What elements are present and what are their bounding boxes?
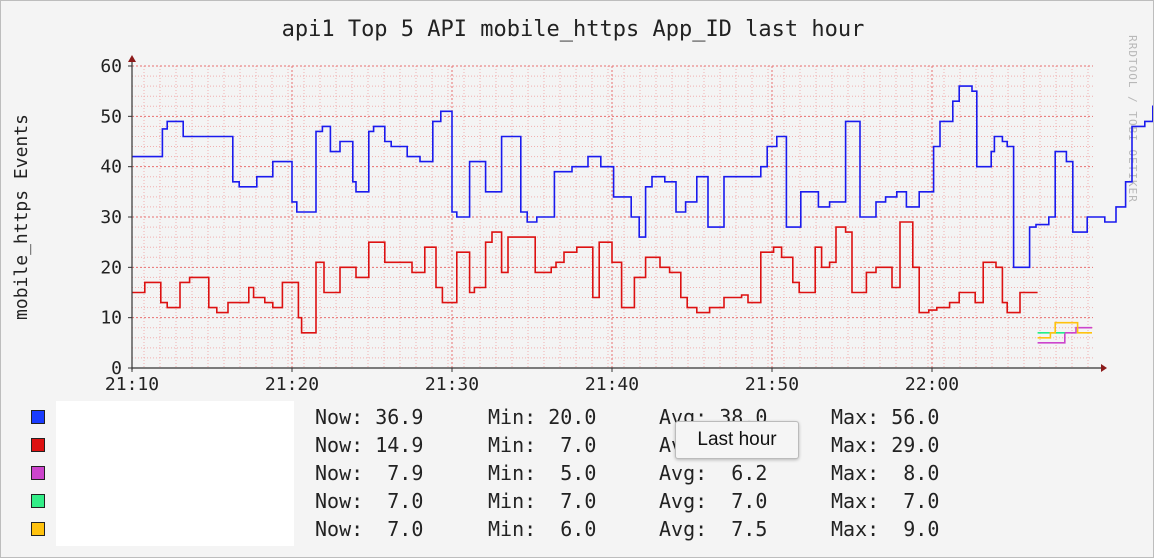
legend-now-value: Now: 7.0 — [315, 517, 424, 541]
legend-now-value: Now: 7.9 — [315, 461, 424, 485]
x-tick-label: 21:50 — [745, 374, 799, 395]
legend-row: Now: 7.0 Min: 6.0 Avg: 7.5 Max: 9.0 — [1, 515, 1101, 543]
legend-max-value: Max: 29.0 — [831, 433, 940, 457]
legend-now-value: Now: 7.0 — [315, 489, 424, 513]
y-tick-label: 60 — [100, 56, 122, 77]
legend-max-value: Max: 8.0 — [831, 461, 940, 485]
legend-max-value: Max: 7.0 — [831, 489, 940, 513]
legend-max-value: Max: 9.0 — [831, 517, 940, 541]
x-tick-label: 21:20 — [265, 374, 319, 395]
series-lines — [132, 85, 1153, 344]
legend-now-value: Now: 14.9 — [315, 433, 424, 457]
y-tick-label: 50 — [100, 106, 122, 127]
legend-swatch — [31, 466, 45, 480]
legend-avg-value: Avg: 7.0 — [659, 489, 768, 513]
x-tick-label: 21:40 — [585, 374, 639, 395]
chart-title: api1 Top 5 API mobile_https App_ID last … — [282, 17, 865, 42]
tooltip-text: Last hour — [697, 429, 777, 450]
legend-min-value: Min: 5.0 — [488, 461, 597, 485]
legend-row: Now: 7.9 Min: 5.0 Avg: 6.2 Max: 8.0 — [1, 459, 1101, 487]
legend-row: Now: 7.0 Min: 7.0 Avg: 7.0 Max: 7.0 — [1, 487, 1101, 515]
legend-swatch — [31, 494, 45, 508]
legend-avg-value: Avg: 6.2 — [659, 461, 768, 485]
series-line-3 — [1037, 326, 1092, 344]
legend-min-value: Min: 6.0 — [488, 517, 597, 541]
watermark: RRDTOOL / TOBI OETIKER — [1126, 35, 1139, 203]
y-tick-label: 20 — [100, 257, 122, 278]
y-tick-label: 10 — [100, 308, 122, 329]
series-line-2 — [132, 221, 1038, 334]
legend-names-redacted — [56, 401, 294, 546]
legend-min-value: Min: 7.0 — [488, 489, 597, 513]
series-line-5 — [1037, 321, 1092, 339]
y-tick-label: 30 — [100, 207, 122, 228]
legend-row: Now: 36.9 Min: 20.0 Avg: 38.0 Max: 56.0 — [1, 403, 1101, 431]
x-axis-arrow — [1101, 364, 1107, 372]
y-tick-label: 40 — [100, 157, 122, 178]
legend-swatch — [31, 410, 45, 424]
legend-min-value: Min: 7.0 — [488, 433, 597, 457]
legend-now-value: Now: 36.9 — [315, 405, 424, 429]
series-line-1 — [132, 85, 1153, 269]
tick-labels: 0 10 20 30 40 50 60 21:10 21:20 21:30 21:40 21:50 22… — [100, 56, 959, 395]
tooltip: Last hour — [675, 421, 799, 459]
legend-swatch — [31, 438, 45, 452]
legend-avg-value: Avg: 7.5 — [659, 517, 768, 541]
x-tick-label: 22:00 — [905, 374, 959, 395]
axes — [128, 55, 1107, 372]
legend-swatch — [31, 522, 45, 536]
y-axis-arrow — [128, 55, 136, 62]
x-tick-label: 21:30 — [425, 374, 479, 395]
legend-max-value: Max: 56.0 — [831, 405, 940, 429]
y-tick-label: 0 — [111, 358, 122, 379]
grid — [131, 65, 1093, 368]
legend-min-value: Min: 20.0 — [488, 405, 597, 429]
x-tick-label: 21:10 — [105, 374, 159, 395]
y-axis-label: mobile_https Events — [11, 114, 32, 320]
